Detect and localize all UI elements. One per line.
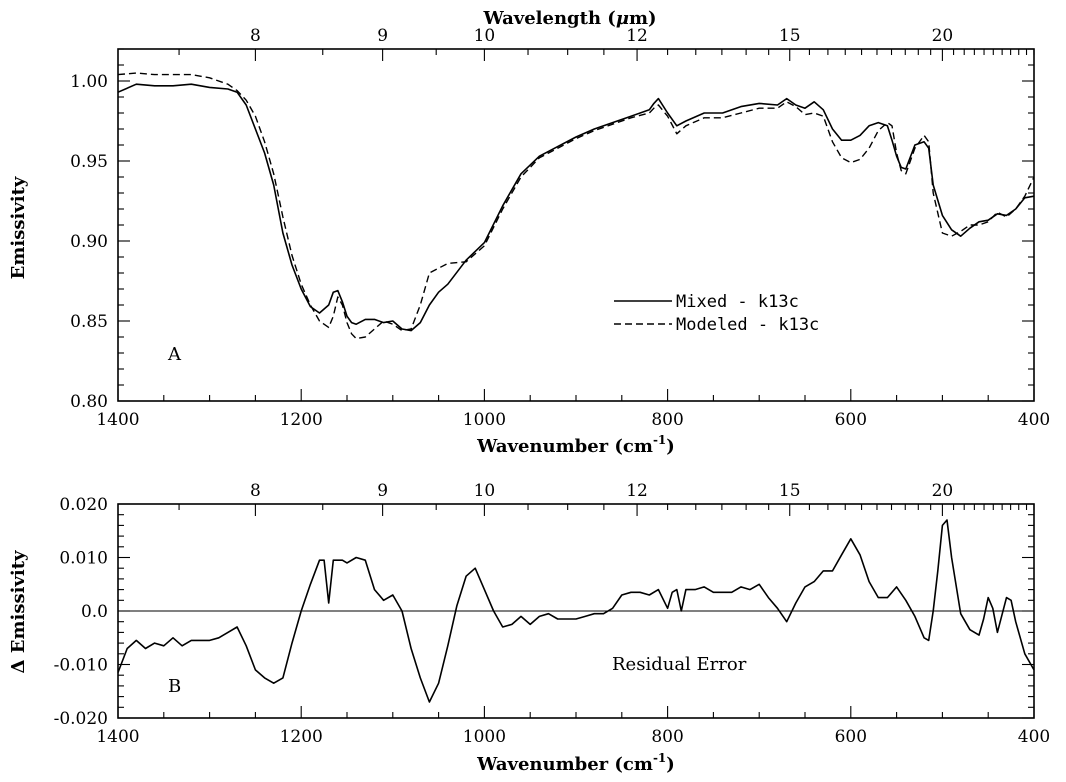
- b-ytick-label: 0.0: [81, 602, 108, 622]
- a-wavelength-label: 9: [377, 26, 388, 46]
- b-xtick-label: 1400: [96, 727, 139, 747]
- a-wavelength-label: 12: [626, 26, 648, 46]
- a-ytick-label: 0.85: [70, 312, 108, 332]
- legend: Mixed - k13c Modeled - k13c: [614, 292, 819, 335]
- b-xtick-label: 400: [1018, 727, 1050, 747]
- panel-b-ylabel: Δ Emissivity: [8, 550, 29, 674]
- b-wavelength-label: 12: [626, 481, 648, 501]
- b-series-0-line: [117, 519, 1035, 703]
- b-wavelength-label: 20: [932, 481, 954, 501]
- b-wavelength-label: 9: [377, 481, 388, 501]
- panel-a-series: [117, 72, 1035, 340]
- b-xtick-label: 1200: [280, 727, 323, 747]
- a-wavelength-label: 10: [474, 26, 496, 46]
- b-ytick-label: 0.010: [59, 549, 108, 569]
- panel-a: 1400 1200 1000 800 600 400 0.80 0.85 0.90 0.95 1.0…: [8, 8, 1050, 457]
- a-xtick-label: 1000: [463, 410, 506, 430]
- panel-b-xlabel: Wavenumber (cm-1): [476, 751, 675, 775]
- a-ytick-label: 1.00: [70, 72, 108, 92]
- b-ytick-label: -0.010: [54, 656, 108, 676]
- b-wavelength-label: 15: [779, 481, 801, 501]
- a-xtick-label: 1200: [280, 410, 323, 430]
- a-wavelength-label: 8: [250, 26, 261, 46]
- a-ytick-label: 0.95: [70, 152, 108, 172]
- b-xtick-label: 800: [651, 727, 683, 747]
- panel-b-label: B: [168, 676, 181, 697]
- b-wavelength-label: 10: [474, 481, 496, 501]
- panel-a-axes-frame: [117, 48, 1035, 402]
- panel-a-ticks: 1400 1200 1000 800 600 400 0.80 0.85 0.90 0.95 1.0…: [70, 26, 1050, 430]
- a-xtick-label: 800: [651, 410, 683, 430]
- panel-a-xlabel: Wavenumber (cm-1): [476, 433, 675, 457]
- b-ytick-label: 0.020: [59, 495, 108, 515]
- residual-error-annotation: Residual Error: [612, 654, 747, 675]
- b-wavelength-label: 8: [250, 481, 261, 501]
- a-xtick-label: 1400: [96, 410, 139, 430]
- a-series-0-line: [117, 83, 1035, 332]
- b-xtick-label: 600: [835, 727, 867, 747]
- legend-label-mixed: Mixed - k13c: [676, 292, 799, 312]
- b-ytick-label: -0.020: [54, 709, 108, 729]
- legend-label-modeled: Modeled - k13c: [676, 315, 819, 335]
- a-wavelength-label: 15: [779, 26, 801, 46]
- panel-b-series: [117, 519, 1035, 703]
- a-series-1-line: [117, 72, 1035, 340]
- a-wavelength-label: 20: [932, 26, 954, 46]
- a-ytick-label: 0.90: [70, 232, 108, 252]
- panel-a-ylabel: Emissivity: [8, 176, 29, 279]
- a-xtick-label: 600: [835, 410, 867, 430]
- panel-b-ticks: 1400 1200 1000 800 600 400 -0.020 -0.010 0.0 0.01…: [54, 481, 1051, 747]
- a-ytick-label: 0.80: [70, 392, 108, 412]
- a-xtick-label: 400: [1018, 410, 1050, 430]
- panel-b: 1400 1200 1000 800 600 400 -0.020 -0.010 0.0 0.01…: [8, 481, 1050, 775]
- b-xtick-label: 1000: [463, 727, 506, 747]
- panel-a-top-xlabel: Wavelength (μm): [482, 8, 656, 29]
- panel-a-label: A: [167, 344, 182, 365]
